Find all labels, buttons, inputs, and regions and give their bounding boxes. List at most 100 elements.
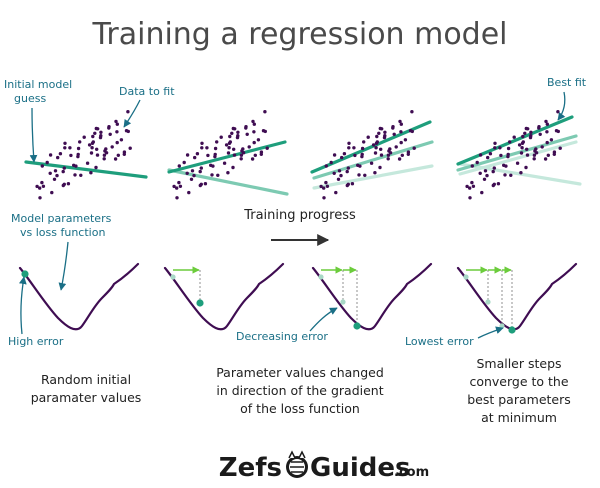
data-point bbox=[523, 131, 527, 135]
data-point bbox=[347, 141, 351, 145]
data-point bbox=[61, 183, 65, 188]
data-point bbox=[94, 165, 98, 170]
data-point bbox=[508, 140, 512, 144]
data-point bbox=[108, 132, 112, 136]
data-point bbox=[386, 157, 390, 161]
data-point bbox=[374, 146, 378, 150]
annotation-decreasing-error: Decreasing error bbox=[236, 330, 328, 343]
data-point bbox=[496, 182, 501, 186]
data-point bbox=[378, 126, 382, 131]
data-point bbox=[78, 140, 82, 144]
data-point bbox=[182, 160, 186, 165]
caption-3-line3: best parameters bbox=[467, 392, 571, 407]
previous-parameter-marker bbox=[463, 274, 469, 280]
previous-parameter-marker bbox=[340, 299, 346, 305]
data-point bbox=[85, 161, 90, 165]
data-point bbox=[345, 169, 349, 174]
data-point bbox=[102, 153, 107, 157]
data-point bbox=[66, 182, 71, 186]
data-point bbox=[252, 140, 256, 145]
data-point bbox=[403, 138, 408, 142]
data-point bbox=[470, 180, 474, 185]
data-point bbox=[546, 153, 550, 157]
data-point bbox=[38, 196, 42, 200]
data-point bbox=[244, 125, 248, 129]
data-point bbox=[76, 146, 81, 151]
data-point bbox=[383, 130, 387, 134]
data-point bbox=[342, 152, 347, 156]
data-point bbox=[337, 169, 342, 173]
data-point bbox=[410, 110, 414, 114]
data-point bbox=[40, 164, 44, 168]
data-point bbox=[379, 147, 383, 151]
data-point bbox=[177, 180, 181, 185]
data-point bbox=[91, 134, 95, 139]
data-point bbox=[506, 154, 510, 159]
data-point bbox=[76, 154, 80, 159]
caption-2-line3: of the loss function bbox=[240, 401, 360, 416]
data-point bbox=[369, 161, 374, 165]
model-fit-line bbox=[312, 164, 434, 190]
zebra-head-icon bbox=[286, 450, 308, 478]
data-point bbox=[329, 160, 333, 165]
annotation-high-error: High error bbox=[8, 335, 64, 348]
data-point bbox=[230, 131, 234, 135]
data-point bbox=[397, 157, 402, 161]
data-point bbox=[552, 150, 557, 154]
caption-2-line1: Parameter values changed bbox=[216, 365, 384, 380]
data-point bbox=[350, 182, 355, 186]
annotation-initial-model-arrow bbox=[29, 107, 38, 163]
data-point bbox=[373, 151, 378, 155]
data-point bbox=[503, 173, 507, 177]
annotation-model-params-line2: vs loss function bbox=[20, 226, 105, 239]
data-point bbox=[40, 180, 44, 185]
data-point bbox=[89, 171, 93, 175]
data-point bbox=[215, 140, 219, 144]
data-point bbox=[265, 146, 269, 150]
data-point bbox=[193, 155, 197, 160]
data-point bbox=[482, 177, 487, 181]
current-parameter-marker bbox=[353, 322, 361, 330]
data-point bbox=[478, 153, 483, 157]
data-point bbox=[252, 122, 256, 126]
loss-curve bbox=[456, 262, 578, 331]
data-point bbox=[543, 157, 548, 161]
data-point bbox=[55, 173, 59, 178]
data-point bbox=[213, 154, 217, 159]
data-point bbox=[110, 145, 114, 149]
data-point bbox=[515, 161, 520, 165]
data-point bbox=[69, 153, 73, 158]
data-point bbox=[263, 110, 267, 114]
annotation-best-fit-arrow bbox=[557, 91, 566, 121]
data-point bbox=[115, 140, 119, 145]
caption-3-line4: at minimum bbox=[481, 410, 557, 425]
loss-panel-3 bbox=[311, 262, 433, 331]
data-point bbox=[356, 163, 360, 167]
data-point bbox=[126, 110, 130, 114]
data-point bbox=[480, 190, 484, 195]
data-point bbox=[119, 138, 124, 142]
model-fit-line bbox=[24, 160, 148, 179]
annotation-initial-model-line2: guess bbox=[14, 92, 46, 105]
data-point bbox=[400, 153, 404, 157]
previous-parameter-marker bbox=[485, 299, 491, 305]
loss-panels bbox=[18, 262, 578, 334]
data-point bbox=[94, 126, 99, 131]
data-point bbox=[232, 147, 236, 151]
data-point bbox=[517, 143, 522, 147]
data-point bbox=[545, 122, 549, 126]
data-point bbox=[366, 135, 370, 139]
model-fit-line bbox=[458, 140, 578, 176]
scatter-panel-1 bbox=[24, 110, 148, 200]
caption-2-line2: in direction of the gradient bbox=[216, 383, 383, 398]
loss-curve bbox=[18, 262, 140, 331]
data-point bbox=[362, 140, 366, 144]
data-point bbox=[172, 184, 176, 189]
data-point bbox=[114, 119, 118, 124]
data-point bbox=[198, 169, 202, 174]
data-point bbox=[95, 147, 99, 151]
data-point bbox=[322, 186, 326, 190]
data-point bbox=[378, 165, 382, 170]
data-point bbox=[210, 173, 214, 177]
data-point bbox=[520, 146, 524, 150]
